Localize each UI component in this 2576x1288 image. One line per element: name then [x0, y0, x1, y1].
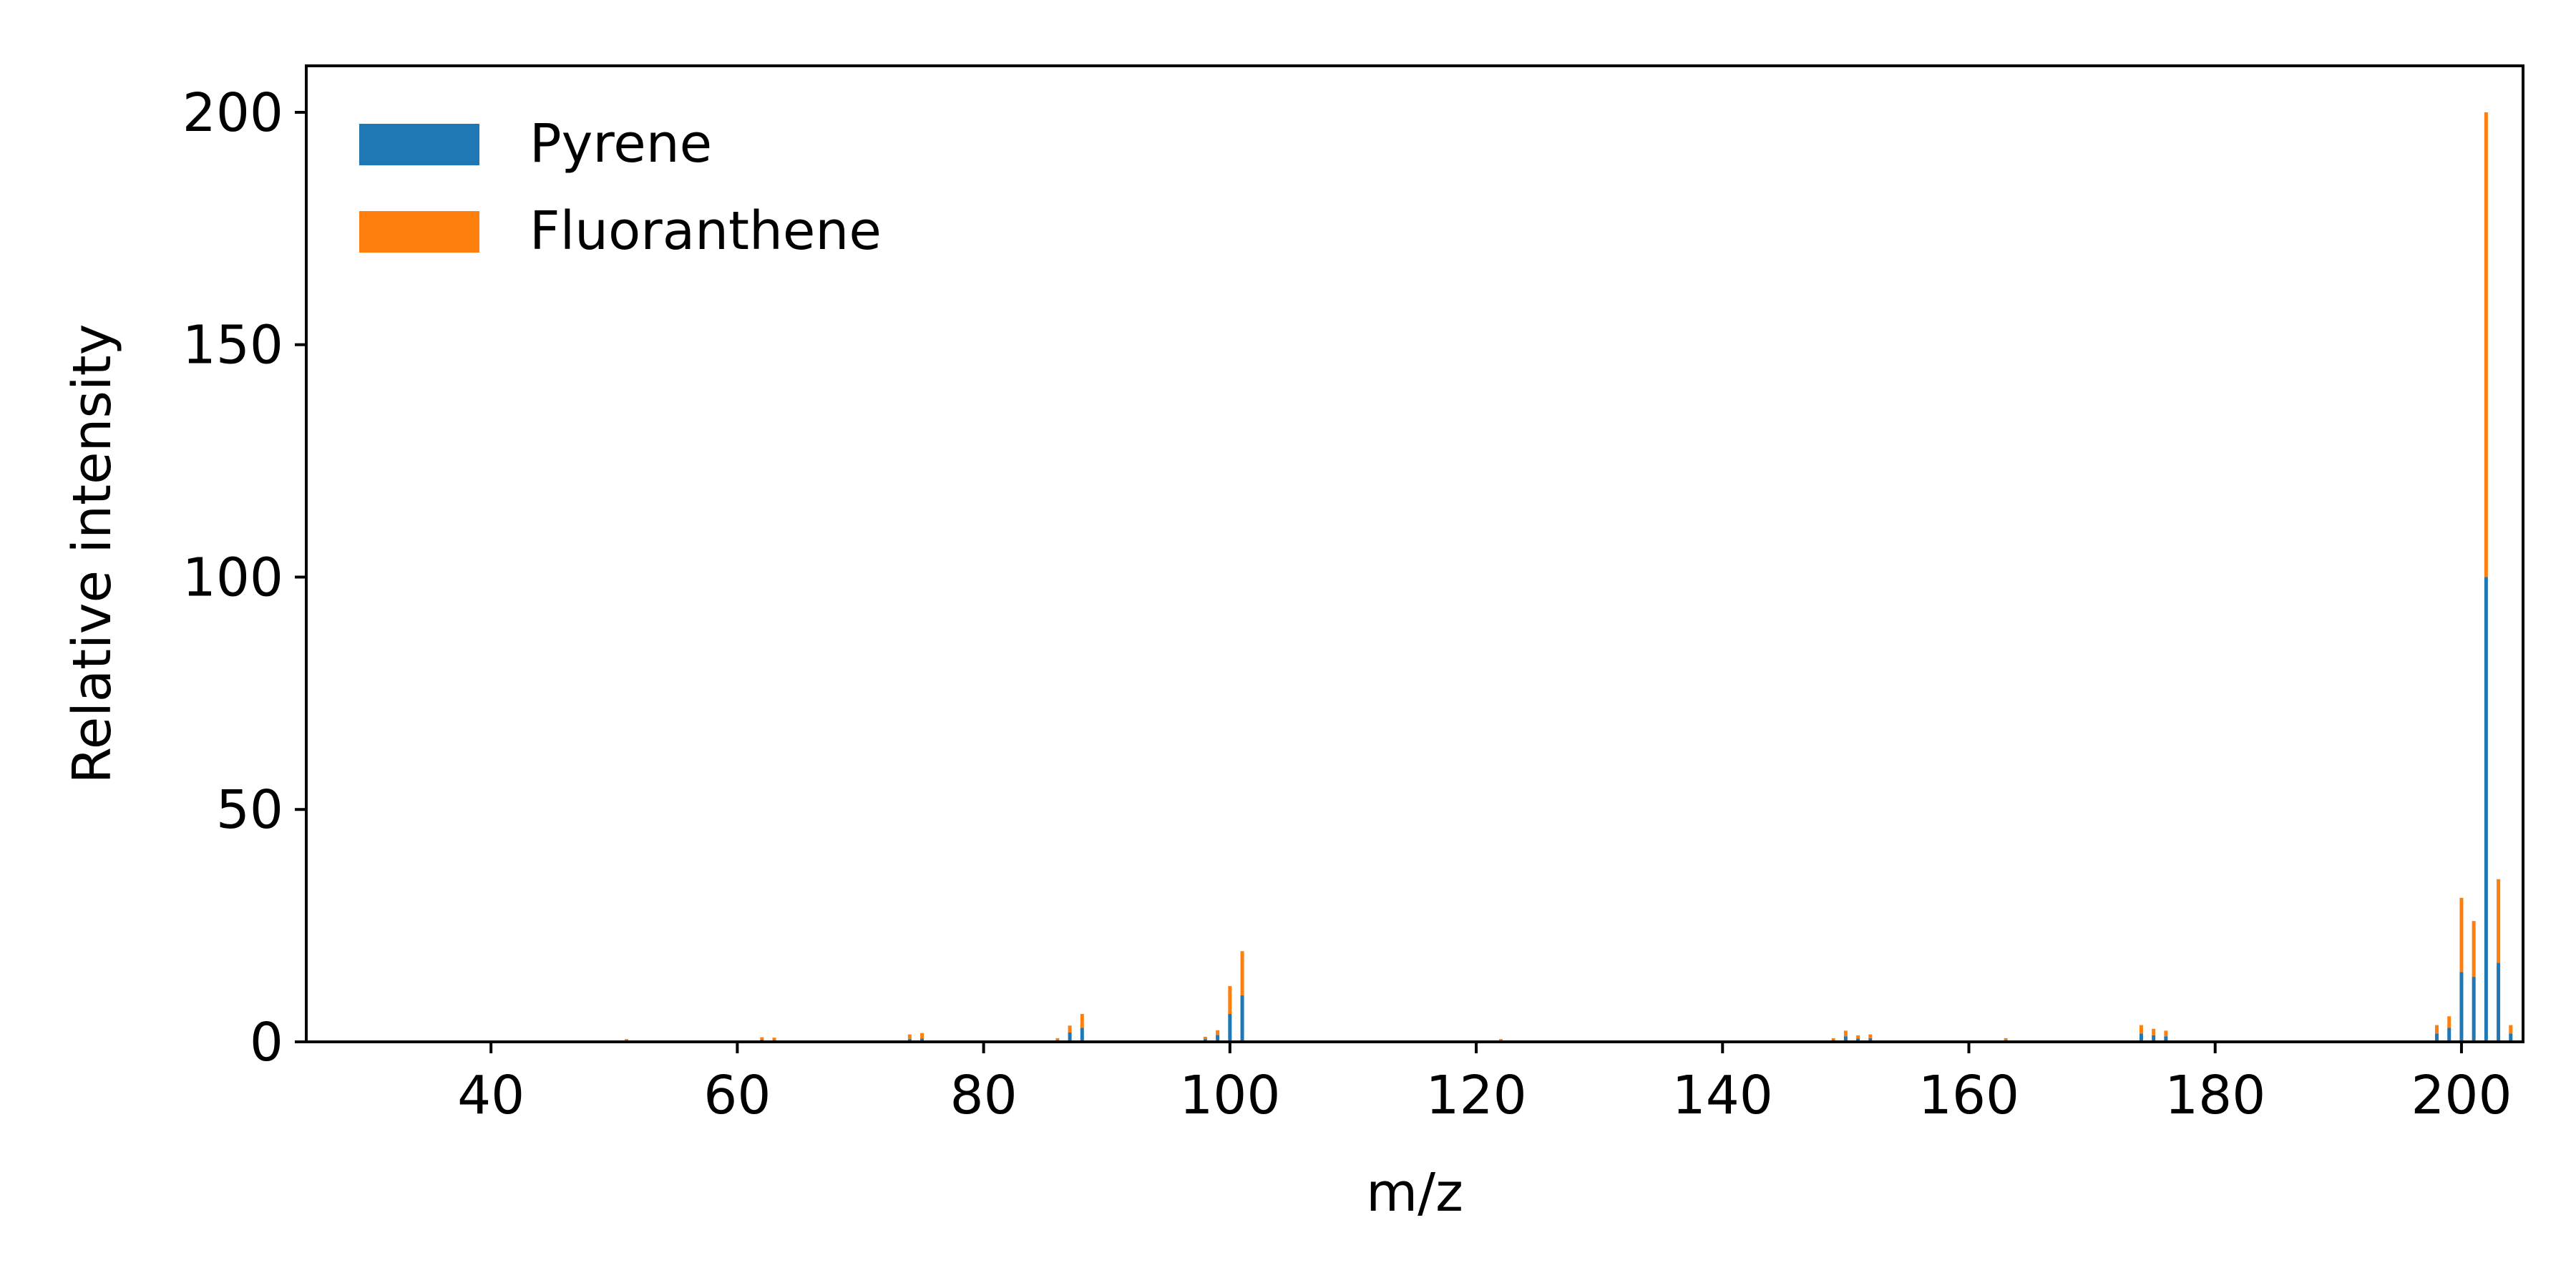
- bar-fluoranthene-mz-175: [2152, 1028, 2156, 1035]
- bar-fluoranthene-mz-176: [2164, 1030, 2168, 1037]
- bar-fluoranthene-mz-74: [907, 1034, 912, 1040]
- bar-pyrene-mz-200: [2459, 972, 2464, 1042]
- bar-pyrene-mz-204: [2509, 1033, 2513, 1042]
- y-tick-label: 100: [182, 547, 283, 608]
- bar-pyrene-mz-202: [2484, 577, 2488, 1042]
- bar-fluoranthene-mz-86: [1055, 1038, 1060, 1040]
- bar-fluoranthene-mz-149: [1831, 1038, 1835, 1040]
- bar-fluoranthene-mz-198: [2435, 1025, 2439, 1034]
- y-axis-ticks: 0 50 100 150 200: [182, 82, 306, 1073]
- bar-pyrene-mz-101: [1240, 995, 1244, 1042]
- bar-pyrene-mz-203: [2497, 962, 2501, 1042]
- bar-fluoranthene-mz-98: [1203, 1036, 1207, 1040]
- bar-fluoranthene-mz-51: [624, 1039, 628, 1041]
- bar-fluoranthene-mz-200: [2459, 897, 2464, 972]
- bar-fluoranthene-mz-88: [1080, 1014, 1084, 1028]
- x-tick-label: 80: [950, 1065, 1018, 1126]
- bar-fluoranthene-mz-75: [920, 1033, 924, 1039]
- bars-layer: [624, 112, 2513, 1042]
- bar-pyrene-mz-88: [1080, 1028, 1084, 1042]
- bar-fluoranthene-mz-122: [1498, 1039, 1503, 1041]
- bar-fluoranthene-mz-203: [2497, 879, 2501, 963]
- legend-swatch-fluoranthene: [359, 211, 479, 253]
- bar-pyrene-mz-174: [2139, 1033, 2143, 1042]
- bar-fluoranthene-mz-174: [2139, 1025, 2143, 1034]
- bar-pyrene-mz-199: [2447, 1028, 2451, 1042]
- x-tick-label: 160: [1918, 1065, 2019, 1126]
- bar-fluoranthene-mz-99: [1216, 1030, 1220, 1035]
- bar-pyrene-mz-175: [2152, 1035, 2156, 1042]
- bar-fluoranthene-mz-151: [1856, 1035, 1860, 1039]
- bar-fluoranthene-mz-199: [2447, 1016, 2451, 1028]
- x-axis-label: m/z: [1366, 1162, 1463, 1224]
- bar-fluoranthene-mz-100: [1228, 986, 1232, 1015]
- bar-fluoranthene-mz-152: [1868, 1034, 1873, 1038]
- bar-pyrene-mz-87: [1068, 1033, 1072, 1042]
- y-axis-label: Relative intensity: [62, 324, 123, 784]
- bar-pyrene-mz-151: [1856, 1038, 1860, 1042]
- bar-fluoranthene-mz-204: [2509, 1025, 2513, 1034]
- bar-fluoranthene-mz-62: [760, 1037, 764, 1040]
- legend-label-fluoranthene: Fluoranthene: [530, 200, 882, 262]
- x-tick-label: 100: [1179, 1065, 1280, 1126]
- bar-fluoranthene-mz-101: [1240, 951, 1244, 996]
- bar-pyrene-mz-201: [2472, 977, 2476, 1042]
- bar-pyrene-mz-150: [1843, 1036, 1848, 1042]
- bar-fluoranthene-mz-150: [1843, 1030, 1848, 1037]
- x-tick-label: 200: [2411, 1065, 2512, 1126]
- legend: Pyrene Fluoranthene: [359, 113, 882, 262]
- x-tick-label: 120: [1425, 1065, 1526, 1126]
- bar-fluoranthene-mz-163: [2004, 1038, 2008, 1040]
- legend-swatch-pyrene: [359, 124, 479, 165]
- bar-pyrene-mz-176: [2164, 1036, 2168, 1042]
- plot-frame: [305, 64, 2524, 1043]
- bar-pyrene-mz-100: [1228, 1014, 1232, 1042]
- bar-fluoranthene-mz-201: [2472, 921, 2476, 977]
- y-tick-label: 200: [182, 82, 283, 144]
- bar-fluoranthene-mz-87: [1068, 1025, 1072, 1033]
- x-tick-label: 60: [703, 1065, 771, 1126]
- x-tick-label: 180: [2165, 1065, 2265, 1126]
- bar-pyrene-mz-75: [920, 1038, 924, 1042]
- bar-pyrene-mz-99: [1216, 1035, 1220, 1042]
- bar-pyrene-mz-152: [1868, 1038, 1873, 1042]
- y-tick-label: 150: [182, 315, 283, 376]
- y-tick-label: 50: [216, 779, 283, 841]
- bar-fluoranthene-mz-63: [772, 1038, 776, 1040]
- bar-fluoranthene-mz-202: [2484, 112, 2488, 577]
- x-tick-label: 40: [457, 1065, 525, 1126]
- x-tick-label: 140: [1672, 1065, 1773, 1126]
- bar-pyrene-mz-198: [2435, 1033, 2439, 1042]
- legend-label-pyrene: Pyrene: [530, 113, 712, 175]
- y-tick-label: 0: [250, 1012, 283, 1073]
- x-axis-ticks: 40 60 80 100 120 140 160 180 200: [457, 1042, 2512, 1126]
